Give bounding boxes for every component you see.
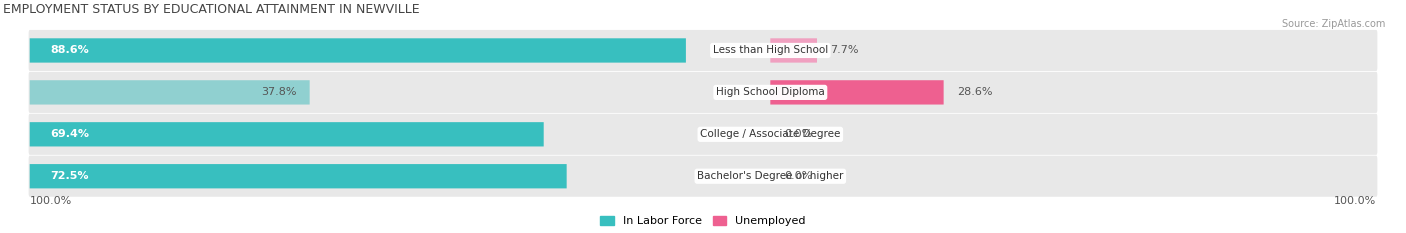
FancyBboxPatch shape (770, 38, 817, 63)
FancyBboxPatch shape (28, 30, 1378, 71)
Text: Less than High School: Less than High School (713, 45, 828, 55)
Text: Source: ZipAtlas.com: Source: ZipAtlas.com (1281, 19, 1385, 29)
FancyBboxPatch shape (28, 114, 1378, 155)
FancyBboxPatch shape (30, 80, 309, 105)
Text: 28.6%: 28.6% (957, 87, 993, 97)
Text: 72.5%: 72.5% (49, 171, 89, 181)
FancyBboxPatch shape (30, 164, 567, 188)
Text: 0.0%: 0.0% (783, 129, 813, 139)
Legend: In Labor Force, Unemployed: In Labor Force, Unemployed (596, 211, 810, 231)
FancyBboxPatch shape (28, 72, 1378, 113)
Text: 69.4%: 69.4% (49, 129, 89, 139)
FancyBboxPatch shape (770, 80, 943, 105)
Text: EMPLOYMENT STATUS BY EDUCATIONAL ATTAINMENT IN NEWVILLE: EMPLOYMENT STATUS BY EDUCATIONAL ATTAINM… (3, 3, 419, 16)
Text: 37.8%: 37.8% (260, 87, 297, 97)
FancyBboxPatch shape (30, 38, 686, 63)
Text: 0.0%: 0.0% (783, 171, 813, 181)
Text: 88.6%: 88.6% (49, 45, 89, 55)
Text: 7.7%: 7.7% (831, 45, 859, 55)
Text: Bachelor's Degree or higher: Bachelor's Degree or higher (697, 171, 844, 181)
Text: College / Associate Degree: College / Associate Degree (700, 129, 841, 139)
Text: High School Diploma: High School Diploma (716, 87, 825, 97)
FancyBboxPatch shape (28, 156, 1378, 197)
FancyBboxPatch shape (30, 122, 544, 147)
Text: 100.0%: 100.0% (30, 195, 72, 206)
Text: 100.0%: 100.0% (1334, 195, 1376, 206)
